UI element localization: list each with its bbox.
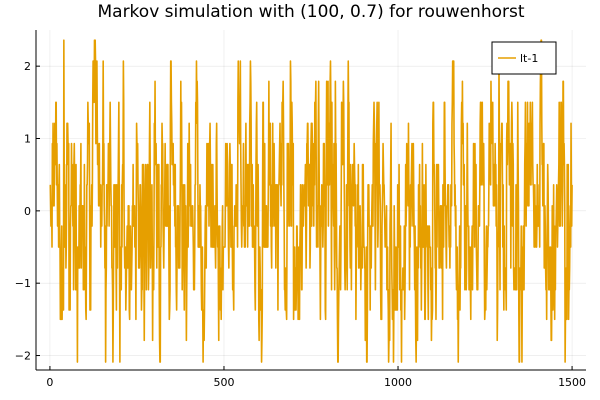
y-tick-label: −1 <box>15 277 31 290</box>
x-tick-label: 500 <box>213 376 234 389</box>
x-tick-label: 0 <box>46 376 53 389</box>
y-tick-label: −2 <box>15 350 31 363</box>
legend-label-lt-1: lt-1 <box>520 52 538 65</box>
legend-box <box>491 41 557 75</box>
y-tick-label: 2 <box>24 60 31 73</box>
series-group <box>49 39 573 363</box>
chart-title: Markov simulation with (100, 0.7) for ro… <box>97 2 524 22</box>
legend: lt-1 <box>491 41 557 75</box>
x-tick-label: 1500 <box>558 376 586 389</box>
x-tick-label: 1000 <box>384 376 412 389</box>
y-tick-label: 1 <box>24 133 31 146</box>
y-tick-label: 0 <box>24 205 31 218</box>
ticks: 0 500 1000 1500 −2 −1 0 1 2 <box>15 60 586 389</box>
series-line-lt-1 <box>49 39 573 363</box>
axes <box>35 30 586 371</box>
